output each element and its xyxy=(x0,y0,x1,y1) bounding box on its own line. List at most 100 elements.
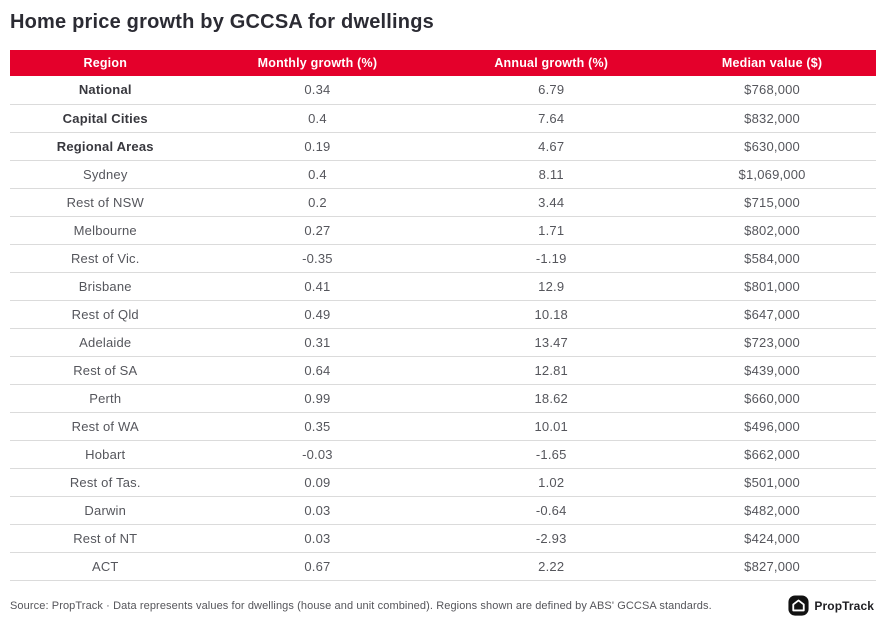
region-cell: Darwin xyxy=(10,496,201,525)
annual-growth-cell: 1.71 xyxy=(434,216,669,245)
median-value-cell: $647,000 xyxy=(668,300,876,329)
table-row: Sydney 0.4 8.11 $1,069,000 xyxy=(10,160,876,189)
table-body: National 0.34 6.79 $768,000 Capital Cities 0.… xyxy=(10,76,876,581)
proptrack-house-icon xyxy=(788,595,809,616)
header-row: Region Monthly growth (%) Annual growth (%… xyxy=(10,50,876,76)
region-cell: Rest of Tas. xyxy=(10,468,201,497)
table-row: Capital Cities 0.4 7.64 $832,000 xyxy=(10,104,876,133)
monthly-growth-cell: 0.27 xyxy=(200,216,435,245)
annual-growth-cell: 10.01 xyxy=(434,412,669,441)
region-cell: Brisbane xyxy=(10,272,201,301)
annual-growth-cell: 13.47 xyxy=(434,328,669,357)
monthly-growth-cell: 0.34 xyxy=(200,76,435,105)
table-row: Rest of NSW 0.2 3.44 $715,000 xyxy=(10,188,876,217)
monthly-growth-cell: 0.49 xyxy=(200,300,435,329)
median-value-cell: $660,000 xyxy=(668,384,876,413)
median-value-cell: $424,000 xyxy=(668,524,876,553)
region-cell: Rest of Vic. xyxy=(10,244,201,273)
annual-growth-cell: 6.79 xyxy=(434,76,669,105)
annual-growth-cell: -1.65 xyxy=(434,440,669,469)
table-row: Rest of Qld 0.49 10.18 $647,000 xyxy=(10,300,876,329)
median-value-cell: $1,069,000 xyxy=(668,160,876,189)
column-header: Annual growth (%) xyxy=(434,50,669,76)
monthly-growth-cell: 0.4 xyxy=(200,104,435,133)
table-row: Darwin 0.03 -0.64 $482,000 xyxy=(10,496,876,525)
column-header: Region xyxy=(10,50,201,76)
price-growth-table: Region Monthly growth (%) Annual growth (%… xyxy=(10,50,876,581)
monthly-growth-cell: -0.35 xyxy=(200,244,435,273)
annual-growth-cell: 1.02 xyxy=(434,468,669,497)
table-row: Perth 0.99 18.62 $660,000 xyxy=(10,384,876,413)
annual-growth-cell: 7.64 xyxy=(434,104,669,133)
source-text: Source: PropTrack · Data represents valu… xyxy=(10,599,712,612)
monthly-growth-cell: 0.35 xyxy=(200,412,435,441)
median-value-cell: $768,000 xyxy=(668,76,876,105)
region-cell: National xyxy=(10,76,201,105)
region-cell: Sydney xyxy=(10,160,201,189)
median-value-cell: $482,000 xyxy=(668,496,876,525)
annual-growth-cell: 12.81 xyxy=(434,356,669,385)
annual-growth-cell: -0.64 xyxy=(434,496,669,525)
table-row: Rest of NT 0.03 -2.93 $424,000 xyxy=(10,524,876,553)
monthly-growth-cell: 0.64 xyxy=(200,356,435,385)
region-cell: Melbourne xyxy=(10,216,201,245)
table-row: Rest of WA 0.35 10.01 $496,000 xyxy=(10,412,876,441)
table-row: Rest of Vic. -0.35 -1.19 $584,000 xyxy=(10,244,876,273)
median-value-cell: $630,000 xyxy=(668,132,876,161)
annual-growth-cell: 4.67 xyxy=(434,132,669,161)
table-row: Regional Areas 0.19 4.67 $630,000 xyxy=(10,132,876,161)
table-row: ACT 0.67 2.22 $827,000 xyxy=(10,552,876,581)
annual-growth-cell: 8.11 xyxy=(434,160,669,189)
median-value-cell: $827,000 xyxy=(668,552,876,581)
region-cell: Rest of Qld xyxy=(10,300,201,329)
median-value-cell: $832,000 xyxy=(668,104,876,133)
region-cell: Perth xyxy=(10,384,201,413)
median-value-cell: $584,000 xyxy=(668,244,876,273)
median-value-cell: $496,000 xyxy=(668,412,876,441)
annual-growth-cell: -1.19 xyxy=(434,244,669,273)
table-row: National 0.34 6.79 $768,000 xyxy=(10,76,876,105)
median-value-cell: $801,000 xyxy=(668,272,876,301)
annual-growth-cell: 18.62 xyxy=(434,384,669,413)
monthly-growth-cell: 0.4 xyxy=(200,160,435,189)
proptrack-logo: PropTrack xyxy=(788,595,874,616)
region-cell: Hobart xyxy=(10,440,201,469)
annual-growth-cell: 3.44 xyxy=(434,188,669,217)
annual-growth-cell: -2.93 xyxy=(434,524,669,553)
median-value-cell: $439,000 xyxy=(668,356,876,385)
table-row: Rest of SA 0.64 12.81 $439,000 xyxy=(10,356,876,385)
table-row: Brisbane 0.41 12.9 $801,000 xyxy=(10,272,876,301)
region-cell: Rest of NT xyxy=(10,524,201,553)
median-value-cell: $662,000 xyxy=(668,440,876,469)
column-header: Median value ($) xyxy=(668,50,876,76)
monthly-growth-cell: -0.03 xyxy=(200,440,435,469)
data-table: Region Monthly growth (%) Annual growth (%… xyxy=(10,50,876,581)
monthly-growth-cell: 0.41 xyxy=(200,272,435,301)
monthly-growth-cell: 0.09 xyxy=(200,468,435,497)
monthly-growth-cell: 0.99 xyxy=(200,384,435,413)
monthly-growth-cell: 0.31 xyxy=(200,328,435,357)
column-header: Monthly growth (%) xyxy=(200,50,435,76)
table-row: Melbourne 0.27 1.71 $802,000 xyxy=(10,216,876,245)
median-value-cell: $723,000 xyxy=(668,328,876,357)
proptrack-logo-text: PropTrack xyxy=(814,598,874,613)
monthly-growth-cell: 0.67 xyxy=(200,552,435,581)
table-row: Rest of Tas. 0.09 1.02 $501,000 xyxy=(10,468,876,497)
region-cell: Regional Areas xyxy=(10,132,201,161)
table-row: Hobart -0.03 -1.65 $662,000 xyxy=(10,440,876,469)
median-value-cell: $501,000 xyxy=(668,468,876,497)
region-cell: Rest of NSW xyxy=(10,188,201,217)
monthly-growth-cell: 0.03 xyxy=(200,496,435,525)
monthly-growth-cell: 0.2 xyxy=(200,188,435,217)
annual-growth-cell: 10.18 xyxy=(434,300,669,329)
region-cell: Rest of SA xyxy=(10,356,201,385)
region-cell: Capital Cities xyxy=(10,104,201,133)
monthly-growth-cell: 0.19 xyxy=(200,132,435,161)
footer: Source: PropTrack · Data represents valu… xyxy=(0,595,886,628)
median-value-cell: $802,000 xyxy=(668,216,876,245)
annual-growth-cell: 12.9 xyxy=(434,272,669,301)
annual-growth-cell: 2.22 xyxy=(434,552,669,581)
region-cell: Adelaide xyxy=(10,328,201,357)
page-title: Home price growth by GCCSA for dwellings xyxy=(10,11,434,33)
monthly-growth-cell: 0.03 xyxy=(200,524,435,553)
